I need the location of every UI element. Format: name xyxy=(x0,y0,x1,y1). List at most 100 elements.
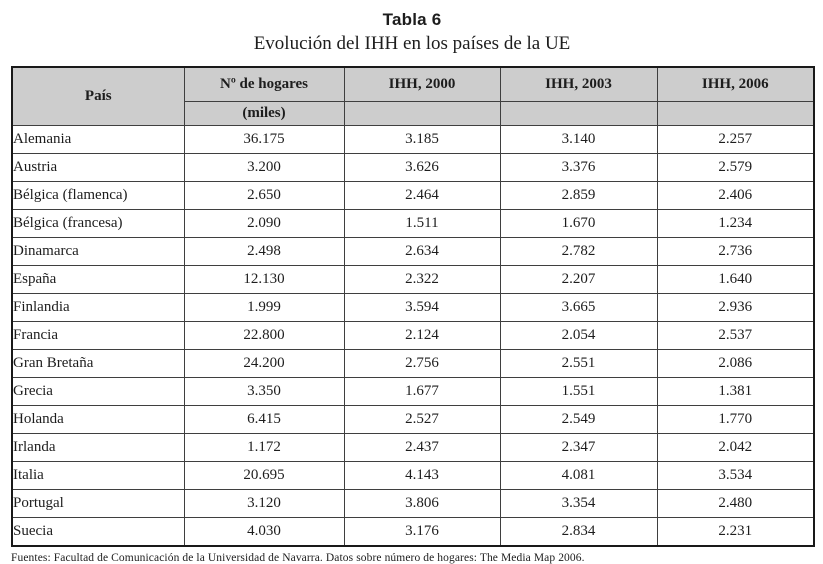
col-header-ihh-2006: IHH, 2006 xyxy=(656,66,815,102)
cell-ihh-2006: 2.480 xyxy=(656,489,815,518)
cell-ihh-2000: 2.527 xyxy=(343,405,501,434)
table-row: Italia 20.695 4.143 4.081 3.534 xyxy=(11,461,815,490)
cell-households: 22.800 xyxy=(183,321,345,350)
cell-country: Italia xyxy=(11,461,185,490)
cell-ihh-2006: 2.406 xyxy=(656,181,815,210)
table-row: Austria 3.200 3.626 3.376 2.579 xyxy=(11,153,815,182)
cell-ihh-2000: 2.634 xyxy=(343,237,501,266)
cell-households: 2.650 xyxy=(183,181,345,210)
cell-ihh-2003: 2.551 xyxy=(499,349,658,378)
cell-ihh-2000: 2.322 xyxy=(343,265,501,294)
table-number-title: Tabla 6 xyxy=(382,10,442,29)
cell-ihh-2000: 2.464 xyxy=(343,181,501,210)
cell-country: Finlandia xyxy=(11,293,185,322)
col-header-ihh-2000-spacer xyxy=(343,101,501,126)
cell-country: Suecia xyxy=(11,517,185,547)
table-row: Dinamarca 2.498 2.634 2.782 2.736 xyxy=(11,237,815,266)
cell-ihh-2000: 3.626 xyxy=(343,153,501,182)
cell-ihh-2006: 1.381 xyxy=(656,377,815,406)
cell-households: 2.090 xyxy=(183,209,345,238)
cell-ihh-2006: 3.534 xyxy=(656,461,815,490)
table-row: Francia 22.800 2.124 2.054 2.537 xyxy=(11,321,815,350)
cell-country: Grecia xyxy=(11,377,185,406)
cell-ihh-2003: 2.054 xyxy=(499,321,658,350)
table-caption: Evolución del IHH en los países de la UE xyxy=(253,33,571,54)
cell-households: 3.200 xyxy=(183,153,345,182)
cell-country: Bélgica (flamenca) xyxy=(11,181,185,210)
cell-country: Francia xyxy=(11,321,185,350)
table-row: Grecia 3.350 1.677 1.551 1.381 xyxy=(11,377,815,406)
col-header-ihh-2003-spacer xyxy=(499,101,658,126)
cell-households: 3.120 xyxy=(183,489,345,518)
table-row: Bélgica (francesa) 2.090 1.511 1.670 1.2… xyxy=(11,209,815,238)
cell-ihh-2006: 1.234 xyxy=(656,209,815,238)
col-header-ihh-2000: IHH, 2000 xyxy=(343,66,501,102)
col-header-country: País xyxy=(11,66,185,126)
cell-ihh-2003: 3.376 xyxy=(499,153,658,182)
cell-ihh-2000: 3.176 xyxy=(343,517,501,547)
table-row: Irlanda 1.172 2.437 2.347 2.042 xyxy=(11,433,815,462)
cell-country: Austria xyxy=(11,153,185,182)
cell-ihh-2003: 4.081 xyxy=(499,461,658,490)
cell-ihh-2000: 2.756 xyxy=(343,349,501,378)
cell-ihh-2003: 1.670 xyxy=(499,209,658,238)
cell-ihh-2003: 3.354 xyxy=(499,489,658,518)
cell-ihh-2003: 3.665 xyxy=(499,293,658,322)
header-row-main: País Nº de hogares IHH, 2000 IHH, 2003 I… xyxy=(11,66,815,126)
cell-households: 2.498 xyxy=(183,237,345,266)
cell-ihh-2006: 2.736 xyxy=(656,237,815,266)
cell-country: España xyxy=(11,265,185,294)
col-header-households: Nº de hogares xyxy=(183,66,345,102)
cell-ihh-2000: 3.806 xyxy=(343,489,501,518)
cell-ihh-2006: 2.537 xyxy=(656,321,815,350)
cell-households: 24.200 xyxy=(183,349,345,378)
cell-ihh-2000: 3.594 xyxy=(343,293,501,322)
cell-country: Bélgica (francesa) xyxy=(11,209,185,238)
cell-ihh-2000: 1.511 xyxy=(343,209,501,238)
cell-households: 20.695 xyxy=(183,461,345,490)
cell-households: 4.030 xyxy=(183,517,345,547)
cell-country: Irlanda xyxy=(11,433,185,462)
col-header-ihh-2006-spacer xyxy=(656,101,815,126)
table-row: Portugal 3.120 3.806 3.354 2.480 xyxy=(11,489,815,518)
sources-footnote: Fuentes: Facultad de Comunicación de la … xyxy=(11,552,585,564)
cell-ihh-2006: 1.640 xyxy=(656,265,815,294)
cell-ihh-2000: 1.677 xyxy=(343,377,501,406)
col-header-ihh-2003: IHH, 2003 xyxy=(499,66,658,102)
cell-ihh-2000: 2.437 xyxy=(343,433,501,462)
cell-households: 3.350 xyxy=(183,377,345,406)
col-header-households-unit: (miles) xyxy=(183,101,345,126)
cell-ihh-2003: 2.782 xyxy=(499,237,658,266)
ihh-evolution-table: País Nº de hogares IHH, 2000 IHH, 2003 I… xyxy=(11,66,815,547)
table-row: Gran Bretaña 24.200 2.756 2.551 2.086 xyxy=(11,349,815,378)
cell-country: Portugal xyxy=(11,489,185,518)
cell-ihh-2003: 2.207 xyxy=(499,265,658,294)
cell-households: 1.172 xyxy=(183,433,345,462)
cell-ihh-2000: 4.143 xyxy=(343,461,501,490)
header-row-sub: (miles) xyxy=(12,101,815,126)
cell-ihh-2003: 1.551 xyxy=(499,377,658,406)
cell-households: 6.415 xyxy=(183,405,345,434)
cell-country: Gran Bretaña xyxy=(11,349,185,378)
cell-ihh-2003: 2.549 xyxy=(499,405,658,434)
cell-ihh-2000: 3.185 xyxy=(343,125,501,154)
cell-ihh-2006: 2.579 xyxy=(656,153,815,182)
cell-households: 12.130 xyxy=(183,265,345,294)
table-row: España 12.130 2.322 2.207 1.640 xyxy=(11,265,815,294)
cell-ihh-2003: 2.347 xyxy=(499,433,658,462)
cell-ihh-2003: 2.834 xyxy=(499,517,658,547)
cell-ihh-2006: 2.936 xyxy=(656,293,815,322)
table-row: Holanda 6.415 2.527 2.549 1.770 xyxy=(11,405,815,434)
cell-country: Holanda xyxy=(11,405,185,434)
table-row: Bélgica (flamenca) 2.650 2.464 2.859 2.4… xyxy=(11,181,815,210)
cell-households: 36.175 xyxy=(183,125,345,154)
table-row: Finlandia 1.999 3.594 3.665 2.936 xyxy=(11,293,815,322)
cell-ihh-2006: 2.231 xyxy=(656,517,815,547)
cell-ihh-2006: 2.086 xyxy=(656,349,815,378)
cell-households: 1.999 xyxy=(183,293,345,322)
cell-ihh-2003: 2.859 xyxy=(499,181,658,210)
table-row: Alemania 36.175 3.185 3.140 2.257 xyxy=(11,125,815,154)
cell-ihh-2003: 3.140 xyxy=(499,125,658,154)
cell-ihh-2006: 2.257 xyxy=(656,125,815,154)
